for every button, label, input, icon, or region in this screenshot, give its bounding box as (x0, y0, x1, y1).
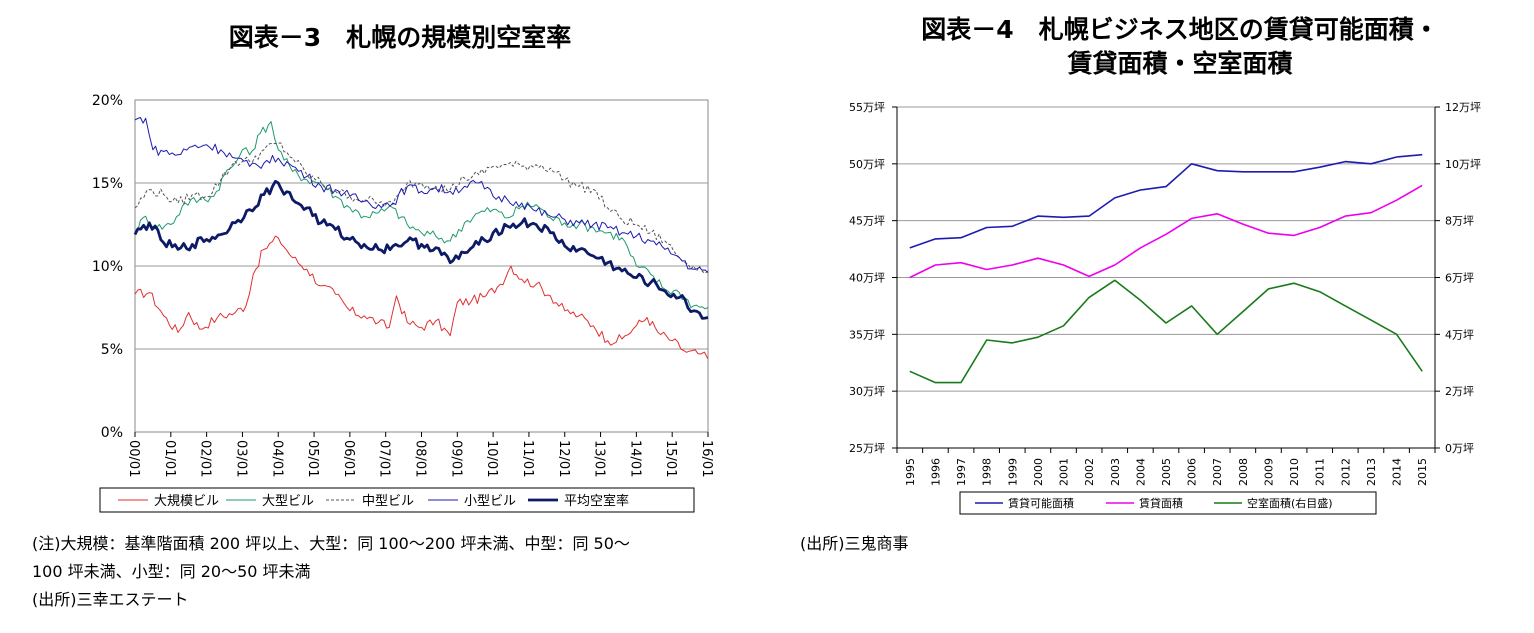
right-left-tick-label: 50万坪 (849, 158, 885, 171)
right-x-tick-label: 2011 (1314, 458, 1327, 486)
right-left-tick-label: 30万坪 (849, 385, 885, 398)
left-x-tick-label: 05/01 (305, 440, 320, 477)
right-left-tick-label: 45万坪 (849, 215, 885, 228)
left-x-tick-label: 16/01 (699, 440, 714, 477)
right-x-tick-label: 2012 (1339, 458, 1352, 486)
right-x-tick-label: 2001 (1058, 458, 1071, 486)
right-x-tick-label: 2014 (1391, 458, 1404, 486)
right-x-tick-label: 2002 (1083, 458, 1096, 486)
left-note-line-2: 100 坪未満、小型：同 20～50 坪未満 (32, 562, 311, 581)
left-x-tick-label: 15/01 (663, 440, 678, 477)
right-legend-label-2: 空室面積(右目盛) (1247, 496, 1333, 510)
right-x-tick-label: 2004 (1134, 458, 1147, 486)
right-legend-box (959, 491, 1377, 515)
left-x-tick-label: 12/01 (556, 440, 571, 477)
right-x-tick-label: 1996 (929, 458, 942, 486)
left-y-tick-label: 0% (101, 425, 123, 441)
right-x-tick-label: 2010 (1288, 458, 1301, 486)
left-x-tick-label: 03/01 (233, 440, 248, 477)
left-legend-label-3: 小型ビル (464, 494, 516, 509)
left-legend-label-2: 中型ビル (362, 494, 414, 509)
right-x-tick-label: 2008 (1237, 458, 1250, 486)
right-right-tick-label: 6万坪 (1445, 272, 1474, 285)
left-legend-box (99, 487, 695, 513)
right-x-tick-label: 2009 (1262, 458, 1275, 486)
right-right-tick-label: 10万坪 (1445, 158, 1481, 171)
left-y-tick-label: 5% (101, 342, 123, 358)
right-legend-label-1: 賃貸面積 (1139, 496, 1183, 510)
right-series-line-2 (909, 279, 1423, 384)
left-series-line-4 (133, 179, 709, 320)
left-legend-label-4: 平均空室率 (564, 493, 629, 509)
left-x-tick-label: 13/01 (592, 440, 607, 477)
right-right-tick-label: 12万坪 (1445, 101, 1481, 114)
right-right-tick-label: 4万坪 (1445, 328, 1474, 341)
right-x-tick-label: 1995 (904, 458, 917, 486)
right-left-tick-label: 55万坪 (849, 101, 885, 114)
right-series-line-0 (909, 153, 1423, 249)
left-x-tick-label: 10/01 (484, 440, 499, 477)
left-x-tick-label: 00/01 (126, 440, 141, 477)
right-chart-title-line1: 図表－4 札幌ビジネス地区の賃貸可能面積・ (921, 15, 1439, 44)
left-y-tick-label: 15% (92, 176, 123, 192)
right-left-tick-label: 35万坪 (849, 328, 885, 341)
right-note-source: (出所)三鬼商事 (800, 534, 909, 553)
right-x-tick-label: 2015 (1416, 458, 1429, 486)
left-x-tick-label: 01/01 (162, 440, 177, 477)
right-x-tick-label: 1999 (1006, 458, 1019, 486)
left-note-line-1: (注)大規模：基準階面積 200 坪以上、大型：同 100～200 坪未満、中型… (32, 534, 630, 553)
left-legend-label-1: 大型ビル (262, 494, 314, 509)
left-series-line-1 (135, 121, 709, 310)
right-right-tick-label: 8万坪 (1445, 215, 1474, 228)
right-x-tick-label: 1997 (955, 458, 968, 486)
left-x-tick-label: 06/01 (341, 440, 356, 477)
left-y-tick-label: 20% (92, 93, 123, 109)
left-x-tick-label: 14/01 (627, 440, 642, 477)
left-x-tick-label: 09/01 (448, 440, 463, 477)
right-right-tick-label: 2万坪 (1445, 385, 1474, 398)
right-legend-label-0: 賃貸可能面積 (1008, 496, 1074, 510)
right-x-tick-label: 2013 (1365, 458, 1378, 486)
right-left-tick-label: 25万坪 (849, 442, 885, 455)
left-series-line-0 (134, 235, 709, 360)
right-right-tick-label: 0万坪 (1445, 442, 1474, 455)
right-x-tick-label: 1998 (981, 458, 994, 486)
right-x-tick-label: 2003 (1109, 458, 1122, 486)
right-left-tick-label: 40万坪 (849, 272, 885, 285)
right-x-tick-label: 2006 (1186, 458, 1199, 486)
left-x-tick-label: 02/01 (198, 440, 213, 477)
left-x-tick-label: 04/01 (269, 440, 284, 477)
left-legend-label-0: 大規模ビル (154, 494, 219, 509)
right-x-tick-label: 2007 (1211, 458, 1224, 486)
left-x-tick-label: 08/01 (413, 440, 428, 477)
left-chart-title: 図表－3 札幌の規模別空室率 (228, 23, 572, 52)
right-chart-title-line2: 賃貸面積・空室面積 (1067, 49, 1293, 78)
right-x-tick-label: 2005 (1160, 458, 1173, 486)
left-series-line-3 (134, 117, 709, 273)
right-series-line-1 (909, 184, 1423, 279)
left-note-source: (出所)三幸エステート (32, 590, 189, 609)
right-x-tick-label: 2000 (1032, 458, 1045, 486)
left-series-line-2 (134, 142, 709, 274)
left-x-tick-label: 07/01 (377, 440, 392, 477)
left-x-tick-label: 11/01 (520, 440, 535, 477)
left-y-tick-label: 10% (92, 259, 123, 275)
